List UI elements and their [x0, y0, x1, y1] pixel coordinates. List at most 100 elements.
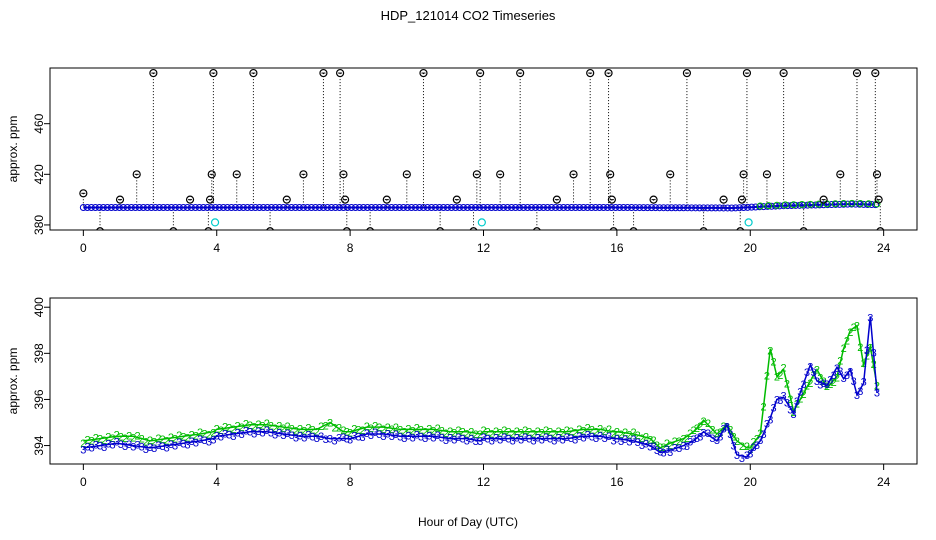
baseline-point	[155, 203, 163, 211]
outlier-point	[739, 170, 748, 179]
baseline-point	[636, 204, 644, 212]
series-marker-2: 2	[380, 424, 386, 436]
series-marker-3: 3	[180, 438, 186, 450]
series-marker-3: 3	[654, 445, 660, 457]
baseline-point	[275, 203, 283, 211]
series-marker-3: 3	[814, 376, 820, 388]
series-marker-3: 3	[372, 427, 378, 439]
baseline-point	[712, 204, 720, 212]
baseline-point	[339, 203, 347, 211]
series-marker-2: 2	[414, 423, 420, 435]
series-marker-3: 3	[385, 429, 391, 441]
series-marker-3: 3	[794, 396, 800, 408]
baseline-point	[488, 203, 496, 211]
series-marker-2: 2	[602, 426, 608, 438]
series-marker-2: 2	[639, 433, 645, 445]
baseline-point	[624, 204, 632, 212]
series-line-3	[83, 316, 878, 458]
series-marker-3: 3	[331, 435, 337, 447]
series-marker-3: 3	[580, 432, 586, 444]
baseline-point	[508, 203, 516, 211]
baseline-point	[484, 203, 492, 211]
series-marker-2: 2	[226, 423, 232, 435]
series-marker-2: 2	[251, 422, 257, 434]
series-marker-2: 2	[493, 426, 499, 438]
series-marker-2: 2	[614, 427, 620, 439]
series-marker-3: 3	[771, 403, 777, 415]
baseline-point	[820, 201, 828, 209]
outlier-point	[402, 170, 411, 179]
baseline-point	[720, 204, 728, 212]
x-tick-label: 24	[877, 241, 891, 255]
series-marker-3: 3	[824, 379, 830, 391]
series-marker-3: 3	[318, 431, 324, 443]
baseline-point	[700, 204, 708, 212]
series-marker-3: 3	[80, 445, 86, 457]
series-marker-2: 2	[547, 427, 553, 439]
series-marker-3: 3	[535, 433, 541, 445]
baseline-point	[107, 203, 115, 211]
baseline-point	[243, 203, 251, 211]
series-marker-2: 2	[139, 434, 145, 446]
series-marker-2: 2	[189, 429, 195, 441]
outlier-point	[209, 68, 218, 78]
series-marker-3: 3	[172, 440, 178, 452]
baseline-point	[496, 203, 504, 211]
series-marker-2: 2	[610, 429, 616, 441]
series-marker-3: 3	[426, 430, 432, 442]
series-marker-3: 3	[364, 428, 370, 440]
flagged-point	[744, 218, 753, 227]
baseline-point	[363, 203, 371, 211]
baseline-point	[852, 200, 860, 208]
series-marker-2: 2	[664, 438, 670, 450]
baseline-point	[608, 203, 616, 211]
baseline-point	[447, 203, 455, 211]
series-marker-2: 2	[468, 427, 474, 439]
outlier-point	[586, 68, 595, 78]
baseline-point-green	[756, 202, 764, 210]
series-marker-3: 3	[109, 440, 115, 452]
series-marker-3: 3	[118, 439, 124, 451]
series-marker-2: 2	[477, 429, 483, 441]
series-marker-2: 2	[626, 429, 632, 441]
series-marker-3: 3	[543, 432, 549, 444]
series-marker-3: 3	[867, 312, 873, 324]
series-marker-2: 2	[593, 426, 599, 438]
baseline-point	[548, 203, 556, 211]
series-marker-3: 3	[230, 431, 236, 443]
series-marker-3: 3	[214, 430, 220, 442]
series-marker-2: 2	[834, 372, 840, 384]
series-marker-2: 2	[694, 423, 700, 435]
series-marker-2: 2	[522, 425, 528, 437]
series-marker-3: 3	[801, 379, 807, 391]
outlier-point	[762, 170, 772, 179]
series-marker-3: 3	[847, 366, 853, 378]
outlier-point	[779, 68, 788, 78]
baseline-point	[672, 204, 680, 212]
baseline-point	[207, 203, 215, 211]
outlier-point	[282, 195, 291, 204]
series-marker-2: 2	[751, 436, 757, 448]
flagged-point	[210, 218, 220, 227]
series-marker-3: 3	[323, 434, 329, 446]
series-marker-3: 3	[305, 429, 311, 441]
baseline-point	[247, 203, 255, 211]
baseline-point	[435, 203, 443, 211]
baseline-point	[520, 203, 528, 211]
baseline-point	[459, 203, 467, 211]
baseline-point	[367, 203, 375, 211]
series-marker-2: 2	[867, 342, 873, 354]
baseline-point	[223, 203, 231, 211]
series-marker-3: 3	[401, 433, 407, 445]
baseline-point	[411, 203, 419, 211]
series-marker-3: 3	[344, 434, 350, 446]
series-marker-3: 3	[522, 432, 528, 444]
series-marker-2: 2	[473, 429, 479, 441]
flagged-point	[477, 218, 486, 227]
series-marker-2: 2	[447, 426, 453, 438]
series-marker-3: 3	[606, 431, 612, 443]
series-marker-3: 3	[837, 366, 843, 378]
series-marker-3: 3	[480, 432, 486, 444]
series-marker-3: 3	[114, 436, 120, 448]
